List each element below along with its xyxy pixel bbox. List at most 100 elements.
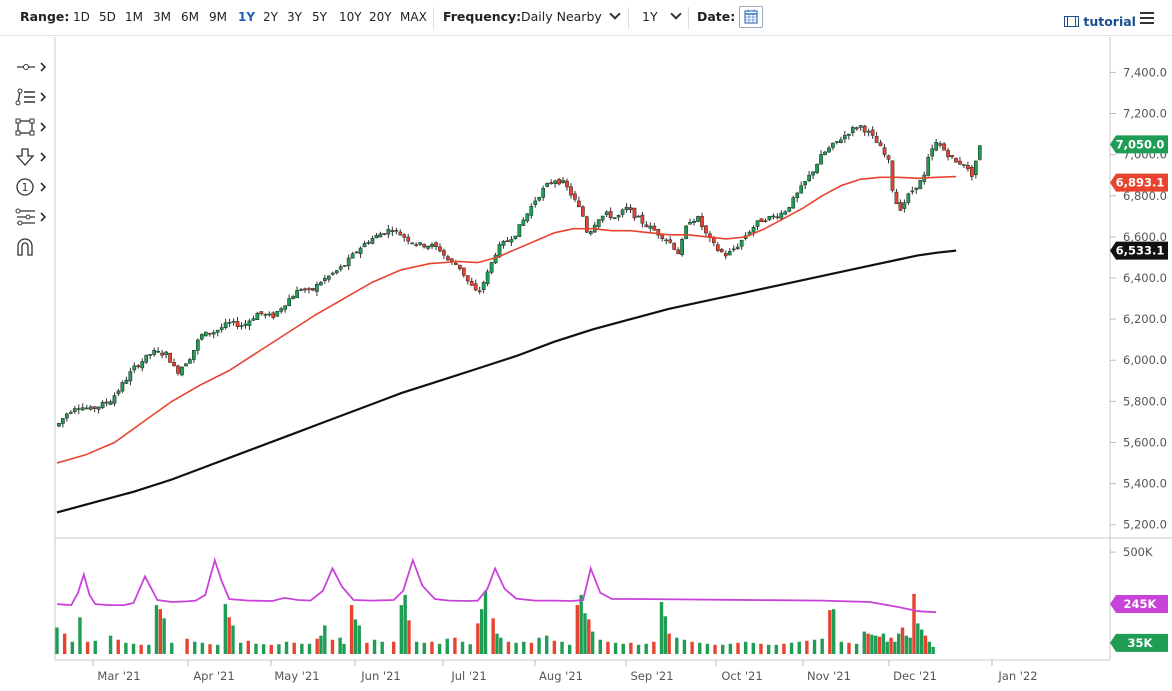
candle-body: [454, 262, 458, 265]
range-20y[interactable]: 20Y: [369, 10, 392, 24]
fibonacci-tool-icon: [15, 208, 47, 226]
candle-body: [61, 418, 65, 424]
tool-fib[interactable]: [14, 207, 50, 227]
candle-body: [688, 222, 692, 225]
candle-body: [799, 185, 804, 194]
range-3y[interactable]: 3Y: [287, 10, 302, 24]
range-1m[interactable]: 1M: [125, 10, 143, 24]
candle: [418, 242, 422, 247]
range-10y[interactable]: 10Y: [339, 10, 362, 24]
candle: [584, 215, 589, 234]
candle-body: [549, 182, 553, 185]
candle: [954, 157, 958, 163]
range-1d[interactable]: 1D: [73, 10, 90, 24]
tutorial-link[interactable]: tutorial: [1064, 14, 1136, 29]
candle-body: [715, 244, 720, 251]
candle: [311, 287, 315, 292]
tool-number[interactable]: 1: [14, 177, 50, 197]
volume-bar: [782, 643, 786, 654]
candle: [799, 181, 804, 194]
candle-body: [148, 354, 153, 356]
candle: [323, 274, 327, 284]
range-3m[interactable]: 3M: [153, 10, 171, 24]
tool-arrow[interactable]: [14, 147, 50, 167]
price-tick-label: 6,000.0: [1123, 353, 1167, 367]
volume-bar: [537, 637, 541, 654]
candle-body: [247, 320, 252, 326]
range-6m[interactable]: 6M: [181, 10, 199, 24]
candle: [735, 243, 740, 251]
frequency-label: Frequency:: [443, 9, 522, 24]
volume-bar: [55, 627, 59, 654]
volume-bar: [583, 613, 587, 654]
candle: [442, 248, 446, 260]
tool-crosshair[interactable]: [14, 57, 50, 77]
tool-shape[interactable]: [14, 117, 50, 137]
candle: [283, 305, 288, 313]
candle-body: [501, 240, 506, 246]
volume-bar: [728, 643, 733, 654]
magnet-icon: [17, 238, 33, 256]
candle: [295, 286, 299, 299]
candle-body: [382, 233, 387, 235]
candle-body: [906, 193, 911, 203]
candle: [207, 332, 212, 337]
frequency-dropdown[interactable]: Daily Nearby: [521, 8, 621, 24]
candle-body: [831, 142, 835, 148]
candle-body: [541, 187, 546, 198]
volume-bar: [529, 642, 534, 654]
range-5d[interactable]: 5D: [99, 10, 116, 24]
volume-bar: [923, 635, 928, 654]
candle: [521, 217, 526, 227]
volume-bar: [644, 643, 648, 654]
tutorial-label: tutorial: [1083, 14, 1136, 29]
price-tick-label: 5,400.0: [1123, 477, 1167, 491]
candle-body: [700, 216, 704, 228]
candle-body: [886, 155, 891, 160]
candle-body: [767, 216, 772, 220]
price-tick-label: 6,600.0: [1123, 230, 1167, 244]
range-5y[interactable]: 5Y: [312, 10, 327, 24]
calendar-button[interactable]: [739, 6, 763, 28]
time-tick-label: Jan '22: [997, 669, 1037, 683]
candle: [910, 186, 915, 195]
time-axis: Mar '21 Apr '21 May '21 Jun '21 Jul '21 Aug '…: [92, 660, 1038, 683]
tool-magnet[interactable]: [14, 237, 50, 257]
tool-trend[interactable]: [14, 87, 50, 107]
candle-body: [350, 253, 355, 259]
candle: [382, 233, 387, 236]
candle-body: [140, 361, 145, 369]
candle-body: [723, 253, 728, 257]
candle-body: [858, 125, 863, 128]
candle-body: [962, 164, 966, 166]
candle-body: [184, 363, 188, 367]
candle: [692, 218, 696, 226]
candle-body: [652, 225, 657, 231]
volume-bar: [870, 634, 874, 654]
hamburger-menu-icon[interactable]: [1140, 12, 1154, 24]
time-tick-label: Nov '21: [807, 669, 851, 683]
candle-body: [561, 180, 565, 184]
candle: [461, 267, 466, 278]
candle: [680, 237, 684, 257]
candle-body: [977, 145, 982, 160]
volume-bar: [812, 639, 817, 654]
candle: [291, 294, 295, 300]
volume-bar: [139, 644, 143, 654]
candle: [275, 310, 280, 317]
candle: [831, 142, 835, 151]
time-tick-label: Jun '21: [360, 669, 400, 683]
candle: [319, 280, 323, 286]
candle-body: [751, 227, 756, 233]
range-2y[interactable]: 2Y: [263, 10, 278, 24]
period-dropdown[interactable]: 1Y: [642, 8, 682, 24]
candle-body: [553, 180, 557, 184]
candle: [668, 236, 673, 244]
range-max[interactable]: MAX: [400, 10, 427, 24]
range-1y[interactable]: 1Y: [238, 10, 256, 24]
candle-body: [442, 250, 446, 256]
range-9m[interactable]: 9M: [209, 10, 227, 24]
ma50-badge: 6,893.1: [1110, 173, 1168, 192]
candle: [565, 178, 569, 191]
